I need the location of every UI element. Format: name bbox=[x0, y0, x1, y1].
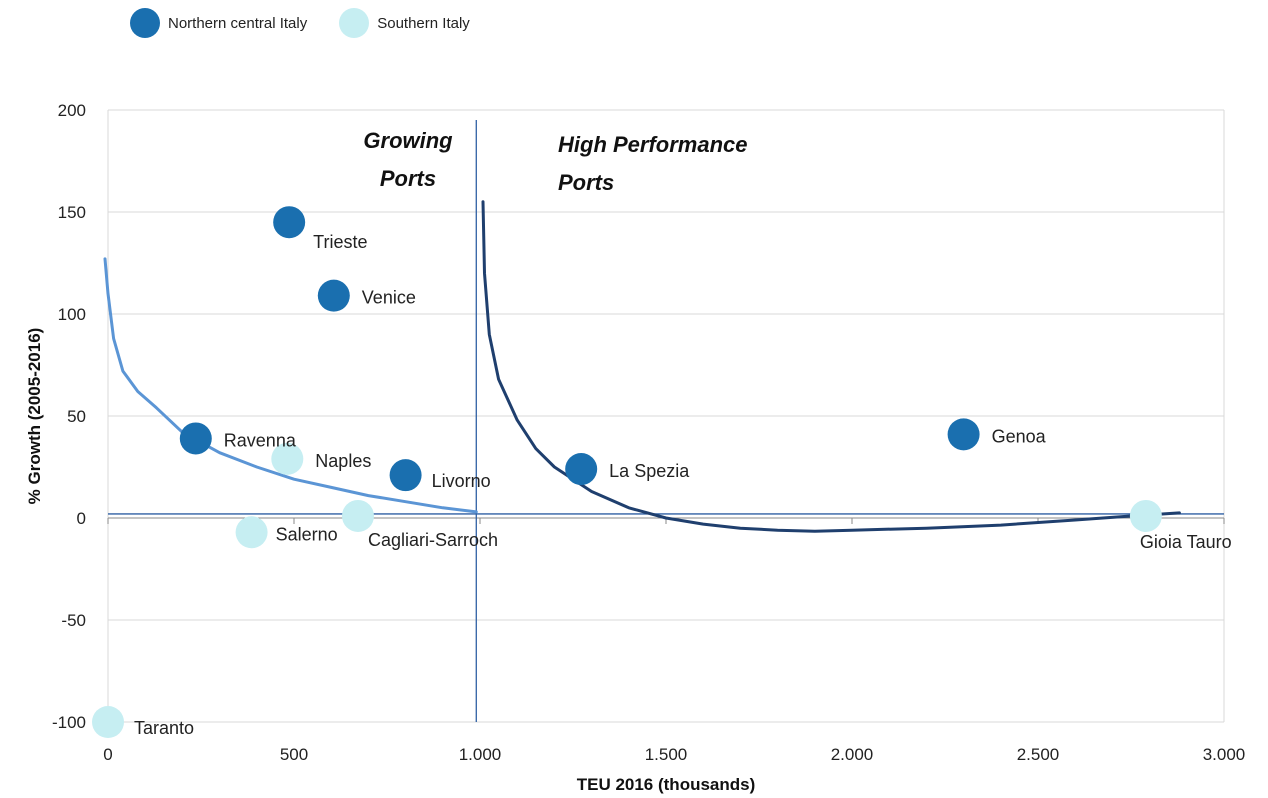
point-la-spezia bbox=[565, 453, 598, 486]
point-trieste bbox=[273, 206, 306, 239]
label-cagliari-sarroch: Cagliari-Sarroch bbox=[368, 530, 498, 550]
label-salerno: Salerno bbox=[276, 524, 338, 544]
x-tick-label: 2.000 bbox=[831, 745, 874, 764]
trend-curve-1 bbox=[103, 257, 478, 514]
axis-ticks: -100 -50 0 50 100 150 200 0 500 1.000 1.500 2.000 2.… bbox=[52, 101, 1245, 764]
y-tick-label: 100 bbox=[58, 305, 86, 324]
legend-label-northern: Northern central Italy bbox=[168, 14, 308, 32]
label-livorno: Livorno bbox=[432, 471, 491, 491]
y-tick-label: -100 bbox=[52, 713, 86, 732]
label-ravenna: Ravenna bbox=[224, 430, 297, 450]
region-annotation-1: Growing bbox=[363, 128, 453, 153]
y-tick-label: 50 bbox=[67, 407, 86, 426]
region-annotations: Growing Ports High Performance Ports bbox=[363, 128, 747, 195]
point-naples bbox=[271, 442, 304, 475]
label-venice: Venice bbox=[362, 288, 416, 308]
legend-item-northern: Northern central Italy bbox=[130, 8, 307, 38]
legend-label-southern: Southern Italy bbox=[377, 14, 470, 32]
x-tick-label: 1.000 bbox=[459, 745, 502, 764]
chart-legend: Northern central Italy Southern Italy bbox=[130, 8, 492, 38]
x-tick-label: 3.000 bbox=[1203, 745, 1246, 764]
y-tick-label: 0 bbox=[77, 509, 86, 528]
x-axis-title: TEU 2016 (thousands) bbox=[577, 775, 756, 794]
y-tick-label: 200 bbox=[58, 101, 86, 120]
legend-swatch-northern bbox=[130, 8, 160, 38]
point-labels: Trieste Venice Ravenna Livorno La Spezia Geno… bbox=[134, 232, 1232, 738]
trend-curve-2 bbox=[481, 200, 1181, 533]
x-tick-label: 500 bbox=[280, 745, 308, 764]
point-cagliari-sarroch bbox=[341, 499, 374, 532]
reference-lines bbox=[108, 120, 1224, 722]
y-tick-label: 150 bbox=[58, 203, 86, 222]
region-annotation-1: Ports bbox=[380, 166, 436, 191]
label-la-spezia: La Spezia bbox=[609, 461, 690, 481]
y-tick-label: -50 bbox=[61, 611, 86, 630]
legend-swatch-southern bbox=[339, 8, 370, 38]
trend-curves bbox=[103, 200, 1181, 533]
label-gioia-tauro: Gioia Tauro bbox=[1140, 532, 1232, 552]
y-axis-title: % Growth (2005-2016) bbox=[25, 328, 44, 505]
x-tick-label: 1.500 bbox=[645, 745, 688, 764]
point-taranto bbox=[92, 706, 124, 738]
label-genoa: Genoa bbox=[992, 426, 1047, 446]
label-trieste: Trieste bbox=[313, 232, 367, 252]
data-points bbox=[92, 206, 1162, 738]
region-annotation-2: Ports bbox=[558, 170, 614, 195]
point-gioia-tauro bbox=[1129, 499, 1162, 532]
point-ravenna bbox=[179, 422, 212, 455]
grid-lines bbox=[107, 109, 1225, 723]
point-salerno bbox=[235, 516, 268, 549]
legend-item-southern: Southern Italy bbox=[339, 8, 470, 38]
point-venice bbox=[317, 279, 350, 312]
x-tick-label: 0 bbox=[103, 745, 112, 764]
label-naples: Naples bbox=[315, 451, 371, 471]
x-tick-label: 2.500 bbox=[1017, 745, 1060, 764]
point-genoa bbox=[947, 418, 980, 451]
label-taranto: Taranto bbox=[134, 718, 194, 738]
region-annotation-2: High Performance bbox=[558, 132, 748, 157]
point-livorno bbox=[389, 459, 422, 492]
